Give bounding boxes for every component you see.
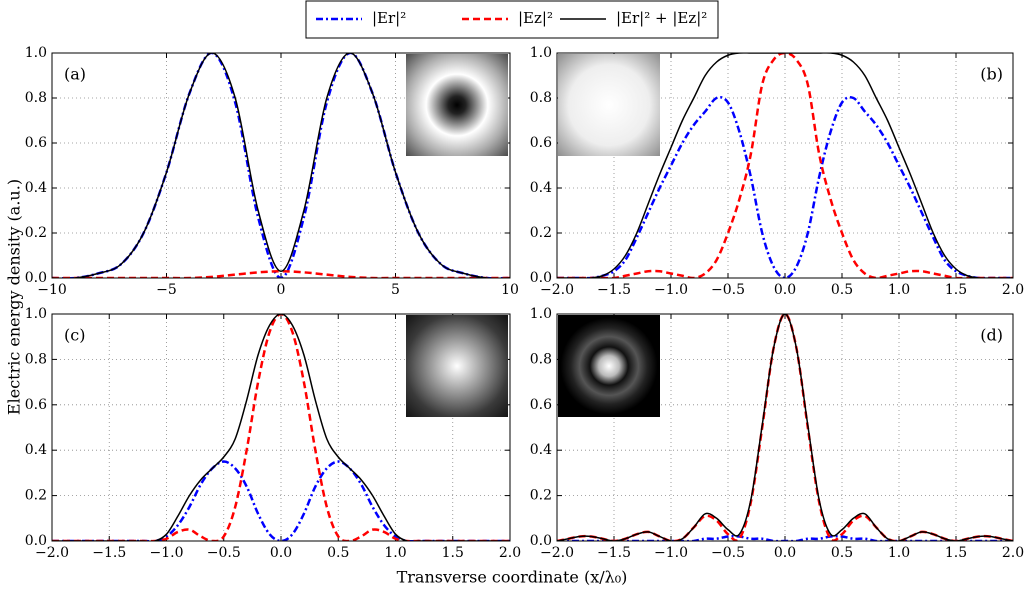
x-tick-label: 0.0 [774,545,796,561]
panel: 0.0 0.2 0.4 0.6 0.8 1.0 −10 −5 0 5 10 (a) [25,45,519,298]
x-tick-label: −2.0 [540,545,574,561]
y-tick-label: 0.2 [530,225,552,241]
x-tick-label: −1.5 [597,282,631,298]
x-tick-label: −2.0 [35,545,69,561]
x-tick-label: 5 [391,282,400,298]
x-tick-label: −5 [156,282,177,298]
x-tick-label: 0.5 [831,282,853,298]
panel-label: (c) [64,326,85,345]
x-tick-label: −2.0 [540,282,574,298]
y-tick-label: 0.8 [25,351,47,367]
y-tick-label: 0.4 [25,180,47,196]
panel: 0.0 0.2 0.4 0.6 0.8 1.0 −2.0 −1.5 −1.0 −0.5 0.0 0.5… [530,45,1024,298]
plots: 0.00.20.40.60.81.0−10 −5 0 5 10(a)0.00.20.40… [25,45,1024,561]
x-tick-label: 2.0 [1002,545,1024,561]
data-line [557,53,1013,278]
legend-label: |Er|² + |Ez|² [616,9,707,27]
x-tick-label: 0 [277,282,286,298]
data-line [557,96,1013,278]
x-tick-label: −10 [37,282,67,298]
data-line [52,460,510,541]
data-lines [52,53,510,278]
x-tick-label: 1.0 [888,545,910,561]
y-tick-label: 0.0 [25,270,47,286]
y-tick-label: 0.6 [25,397,47,413]
x-tick-label: 2.0 [1002,282,1024,298]
legend: |Er|² |Ez|² |Er|² + |Ez|² [305,0,719,39]
x-tick-label: 1.5 [945,282,967,298]
x-tick-label: −0.5 [207,545,241,561]
plot-frame [51,313,511,542]
y-tick-label: 1.0 [530,306,552,322]
y-tick-label: 0.6 [530,397,552,413]
y-tick-label: 0.8 [25,90,47,106]
y-tick-label: 0.0 [25,533,47,549]
inset-image [558,54,660,156]
x-tick-label: 0.0 [270,545,292,561]
x-tick-label: 1.0 [888,282,910,298]
data-line [52,53,510,278]
y-axis-label: Electric energy density (a.u.) [5,179,24,415]
y-tick-label: 0.8 [530,90,552,106]
y-tick-label: 0.6 [25,135,47,151]
y-tick-label: 1.0 [530,45,552,61]
x-tick-label: 0.0 [774,282,796,298]
x-tick-label: −0.5 [711,545,745,561]
x-tick-label: −1.0 [654,545,688,561]
legend-label: |Ez|² [518,9,553,27]
y-tick-label: 0.4 [530,180,552,196]
y-tick-label: 0.2 [530,488,552,504]
plot-frame [51,52,511,279]
panel-label: (a) [64,65,86,84]
x-tick-label: 0.5 [327,545,349,561]
plot-frame [556,313,1014,542]
y-tick-label: 0.2 [25,488,47,504]
data-line [557,53,1013,278]
y-tick-label: 0.6 [530,135,552,151]
legend-label: |Er|² [372,9,406,27]
y-tick-label: 0.4 [25,442,47,458]
y-tick-label: 0.8 [530,351,552,367]
panel-label: (b) [980,65,1003,84]
x-tick-label: 0.5 [831,545,853,561]
x-tick-label: 1.5 [945,545,967,561]
data-line [557,314,1013,541]
inset-image [406,315,508,417]
panel: 0.0 0.2 0.4 0.6 0.8 1.0 −2.0 −1.5 −1.0 −0.5 0.0 0.5… [530,306,1024,561]
panel: 0.0 0.2 0.4 0.6 0.8 1.0 −2.0 −1.5 −1.0 −0.5 0.0 0.5… [25,306,521,561]
x-tick-label: −0.5 [711,282,745,298]
legend-box [305,0,719,39]
y-tick-label: 1.0 [25,45,47,61]
panel-label: (d) [980,326,1003,345]
y-tick-label: 0.0 [530,533,552,549]
y-tick-label: 0.4 [530,442,552,458]
data-lines [557,53,1013,278]
y-tick-label: 0.0 [530,270,552,286]
x-tick-label: −1.0 [654,282,688,298]
x-tick-label: 1.0 [384,545,406,561]
x-tick-label: −1.5 [92,545,126,561]
x-tick-label: 1.5 [442,545,464,561]
inset-image [558,315,660,417]
plot-frame [556,52,1014,279]
data-lines [557,314,1013,541]
x-tick-label: 2.0 [499,545,521,561]
x-axis-label: Transverse coordinate (x/λ₀) [397,568,628,587]
y-tick-label: 0.2 [25,225,47,241]
x-tick-label: 10 [501,282,519,298]
y-tick-label: 1.0 [25,306,47,322]
inset-image [406,54,508,156]
x-tick-label: −1.0 [150,545,184,561]
x-tick-label: −1.5 [597,545,631,561]
